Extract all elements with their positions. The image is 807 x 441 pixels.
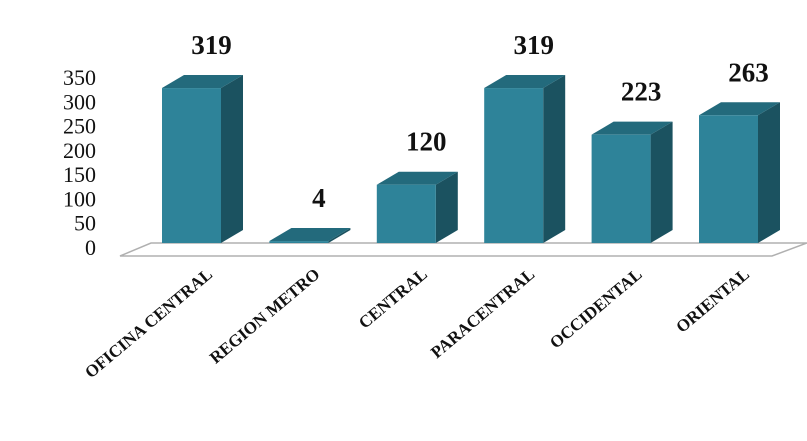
y-tick-label: 200 [63, 138, 96, 163]
bar-top [591, 121, 673, 135]
bar-side [435, 171, 458, 243]
y-tick-label: 150 [63, 162, 96, 187]
y-tick-label: 250 [63, 114, 96, 139]
y-tick-label: 300 [63, 89, 96, 114]
y-tick-label: 350 [63, 65, 96, 90]
bar-top [484, 75, 566, 89]
bar [162, 88, 221, 243]
y-tick-label: 0 [85, 235, 96, 260]
data-label: 223 [621, 77, 662, 107]
bar [376, 184, 436, 243]
x-category-label: REGION METRO [206, 265, 323, 368]
data-label: 4 [312, 183, 326, 213]
data-label: 120 [406, 127, 447, 157]
bar [484, 88, 544, 243]
bar-top [699, 102, 780, 116]
data-label: 319 [513, 30, 554, 60]
bar [269, 241, 329, 243]
bar-side [328, 228, 351, 243]
data-label: 263 [728, 57, 769, 87]
bar-top [376, 171, 458, 185]
x-category-label: OCCIDENTAL [546, 265, 646, 353]
data-label: 319 [191, 30, 232, 60]
chart-floor [119, 242, 807, 257]
bar [699, 115, 758, 243]
y-tick-label: 50 [74, 211, 96, 236]
x-category-label: PARACENTRAL [427, 265, 538, 363]
x-category-label: OFICINA CENTRAL [81, 265, 216, 382]
y-tick-label: 100 [63, 186, 96, 211]
bar-top [162, 75, 243, 89]
bar [591, 134, 651, 243]
bar-side [650, 121, 673, 243]
bar-side [758, 102, 780, 243]
bar-side [543, 75, 566, 243]
x-category-label: ORIENTAL [672, 265, 753, 337]
x-category-label: CENTRAL [355, 265, 431, 333]
bar-top [269, 228, 351, 242]
bar-side [221, 75, 243, 243]
